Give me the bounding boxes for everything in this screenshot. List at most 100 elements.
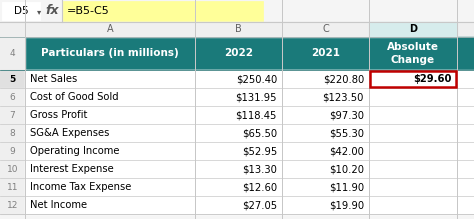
Bar — [0, 124, 474, 142]
Bar — [0, 0, 474, 22]
Text: ▾: ▾ — [37, 7, 41, 16]
Text: $97.30: $97.30 — [329, 110, 364, 120]
Text: 5: 5 — [9, 74, 16, 83]
Bar — [0, 88, 474, 106]
Text: Income Tax Expense: Income Tax Expense — [30, 182, 131, 192]
Bar — [0, 70, 474, 88]
Bar — [195, 70, 282, 88]
Bar — [369, 106, 457, 124]
Bar — [195, 142, 282, 160]
Text: $131.95: $131.95 — [236, 92, 277, 102]
Text: $42.00: $42.00 — [329, 146, 364, 156]
Bar — [369, 160, 457, 178]
Bar — [25, 142, 195, 160]
Bar — [370, 71, 456, 87]
Text: fx: fx — [45, 5, 59, 18]
Bar — [195, 124, 282, 142]
Bar — [25, 88, 195, 106]
Bar — [0, 106, 25, 124]
Bar — [25, 124, 195, 142]
Text: $65.50: $65.50 — [242, 128, 277, 138]
Bar — [0, 22, 25, 37]
Text: =B5-C5: =B5-C5 — [67, 6, 110, 16]
Bar — [25, 106, 195, 124]
Bar — [369, 70, 457, 88]
Text: $118.45: $118.45 — [236, 110, 277, 120]
Bar — [0, 22, 474, 37]
Text: 8: 8 — [9, 129, 15, 138]
Text: 11: 11 — [7, 182, 18, 191]
Bar — [282, 106, 369, 124]
Text: A: A — [107, 25, 113, 35]
Text: $11.90: $11.90 — [329, 182, 364, 192]
Text: Interest Expense: Interest Expense — [30, 164, 114, 174]
Text: SG&A Expenses: SG&A Expenses — [30, 128, 109, 138]
Bar — [195, 160, 282, 178]
Text: Absolute
Change: Absolute Change — [387, 42, 439, 65]
Text: $55.30: $55.30 — [329, 128, 364, 138]
Text: B: B — [235, 25, 242, 35]
Bar — [0, 37, 25, 70]
Bar — [25, 178, 195, 196]
Bar — [0, 88, 25, 106]
Bar — [25, 196, 195, 214]
Bar — [0, 178, 474, 196]
Bar — [369, 124, 457, 142]
Text: Cost of Good Sold: Cost of Good Sold — [30, 92, 118, 102]
Bar — [369, 22, 457, 37]
Text: 2021: 2021 — [311, 48, 340, 58]
Text: $250.40: $250.40 — [236, 74, 277, 84]
Bar — [369, 142, 457, 160]
Bar — [0, 142, 25, 160]
Bar — [0, 142, 474, 160]
Bar — [195, 196, 282, 214]
Bar — [0, 160, 25, 178]
Text: 7: 7 — [9, 111, 15, 120]
Text: 10: 10 — [7, 164, 18, 173]
Bar — [25, 160, 195, 178]
Bar — [195, 178, 282, 196]
Text: Gross Profit: Gross Profit — [30, 110, 87, 120]
Bar — [0, 160, 474, 178]
Bar — [2, 2, 40, 20]
Bar — [0, 196, 25, 214]
Text: 4: 4 — [9, 49, 15, 58]
Bar — [282, 124, 369, 142]
Bar — [369, 196, 457, 214]
Text: 12: 12 — [7, 201, 18, 210]
Bar — [282, 142, 369, 160]
Bar — [25, 70, 195, 88]
Text: D: D — [409, 25, 417, 35]
Bar — [25, 22, 195, 37]
Bar — [195, 106, 282, 124]
Bar — [195, 22, 282, 37]
Bar — [195, 88, 282, 106]
Bar — [282, 70, 369, 88]
Text: C: C — [322, 25, 329, 35]
Bar — [0, 124, 25, 142]
Text: $13.30: $13.30 — [242, 164, 277, 174]
Text: $27.05: $27.05 — [242, 200, 277, 210]
Text: 2022: 2022 — [224, 48, 253, 58]
Text: Net Sales: Net Sales — [30, 74, 77, 84]
Text: $52.95: $52.95 — [242, 146, 277, 156]
Text: Particulars (in millions): Particulars (in millions) — [41, 48, 179, 58]
Text: Operating Income: Operating Income — [30, 146, 119, 156]
Bar — [0, 70, 25, 88]
Bar — [0, 178, 25, 196]
Text: $29.60: $29.60 — [414, 74, 452, 84]
Bar — [0, 37, 474, 70]
Bar — [0, 106, 474, 124]
Bar — [282, 160, 369, 178]
Bar — [282, 196, 369, 214]
Text: 6: 6 — [9, 92, 15, 101]
Bar — [369, 88, 457, 106]
Text: $12.60: $12.60 — [242, 182, 277, 192]
Bar — [369, 178, 457, 196]
Text: D5: D5 — [14, 6, 28, 16]
Bar — [63, 1, 263, 21]
Bar — [282, 22, 369, 37]
Text: $123.50: $123.50 — [323, 92, 364, 102]
Bar — [0, 196, 474, 214]
Text: $220.80: $220.80 — [323, 74, 364, 84]
